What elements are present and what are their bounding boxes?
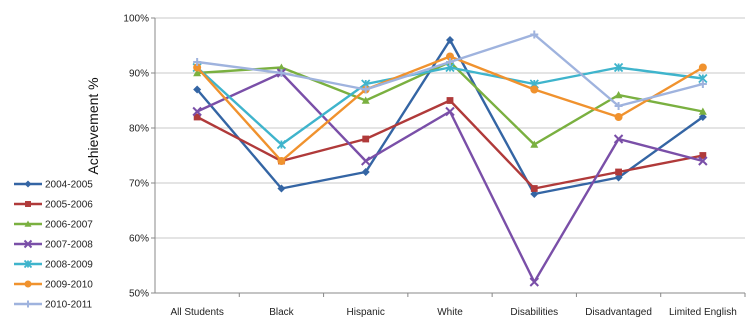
y-tick-label: 60% <box>129 234 149 245</box>
data-point <box>24 280 32 288</box>
legend-item: 2009-2010 <box>14 280 93 291</box>
legend-item: 2006-2007 <box>14 220 93 231</box>
x-category-label: All Students <box>170 307 223 318</box>
data-point <box>614 91 623 99</box>
data-point <box>530 140 539 148</box>
data-point <box>613 62 624 73</box>
legend-item: 2004-2005 <box>14 180 93 191</box>
x-category-label: Disadvantaged <box>585 307 652 318</box>
data-point <box>529 277 539 287</box>
series-group <box>192 30 708 287</box>
data-point <box>24 180 32 188</box>
data-point <box>277 157 286 165</box>
legend-label: 2006-2007 <box>45 220 93 231</box>
data-point <box>698 113 707 121</box>
x-axis-categories: All Students Black Hispanic White Disabiliti… <box>170 293 746 318</box>
y-tick-label: 100% <box>123 14 149 25</box>
y-tick-label: 90% <box>129 69 149 80</box>
data-point <box>446 36 454 44</box>
data-point <box>699 152 707 159</box>
series-2009-2010 <box>193 52 707 165</box>
legend-item: 2005-2006 <box>14 200 93 211</box>
series-2008-2009 <box>192 62 708 150</box>
data-point <box>446 58 454 66</box>
y-axis-ticks: 50% 60% 70% 80% 90% 100% <box>123 14 155 300</box>
data-point <box>361 96 370 104</box>
data-point <box>446 52 454 61</box>
legend-label: 2008-2009 <box>45 260 93 271</box>
data-point <box>698 80 707 88</box>
x-category-label: Hispanic <box>347 307 385 318</box>
data-point <box>192 106 202 117</box>
x-category-label: Limited English <box>669 307 737 318</box>
legend-label: 2007-2008 <box>45 240 93 251</box>
series-line <box>196 66 704 146</box>
legend-item: 2008-2009 <box>14 260 93 271</box>
data-point <box>193 113 201 121</box>
data-point <box>614 173 623 182</box>
legend-label: 2009-2010 <box>45 280 93 291</box>
data-point <box>361 156 371 166</box>
x-category-label: Disabilities <box>510 307 558 318</box>
x-category-label: Black <box>269 307 294 318</box>
legend-item: 2010-2011 <box>14 300 93 311</box>
data-point <box>193 69 202 77</box>
data-point <box>25 201 31 207</box>
y-tick-label: 50% <box>129 289 149 300</box>
data-point <box>276 139 287 150</box>
data-point <box>361 168 370 176</box>
data-point <box>530 190 539 198</box>
legend: 2004-2005 2005-2006 2006-2007 2007-2008 2008… <box>14 180 93 311</box>
series-2010-2011 <box>193 30 707 110</box>
data-point <box>445 106 455 117</box>
data-point <box>361 85 370 94</box>
data-point <box>193 85 202 94</box>
data-point <box>23 259 33 269</box>
data-point <box>614 102 623 110</box>
y-axis-label: Achievement % <box>85 77 101 174</box>
data-point <box>277 63 286 71</box>
data-point <box>446 97 454 104</box>
data-point <box>613 134 624 144</box>
data-point <box>530 185 538 192</box>
series-2004-2005 <box>193 36 707 198</box>
x-category-label: White <box>437 307 463 318</box>
legend-label: 2010-2011 <box>45 300 93 311</box>
data-point <box>193 58 202 66</box>
data-point <box>23 239 33 249</box>
legend-label: 2004-2005 <box>45 180 93 191</box>
data-point <box>614 113 623 121</box>
y-tick-label: 70% <box>129 179 149 190</box>
data-point <box>193 63 202 72</box>
data-point <box>698 156 708 166</box>
data-point <box>530 85 539 94</box>
y-tick-label: 80% <box>129 124 149 135</box>
data-point <box>277 184 286 193</box>
data-point <box>698 107 707 115</box>
data-point <box>698 63 707 72</box>
legend-item: 2007-2008 <box>14 240 93 251</box>
data-point <box>277 69 286 77</box>
data-point <box>24 220 32 227</box>
legend-label: 2005-2006 <box>45 200 93 211</box>
data-point <box>362 135 370 143</box>
data-point <box>24 300 32 308</box>
data-point <box>615 168 622 176</box>
data-point <box>530 30 539 39</box>
